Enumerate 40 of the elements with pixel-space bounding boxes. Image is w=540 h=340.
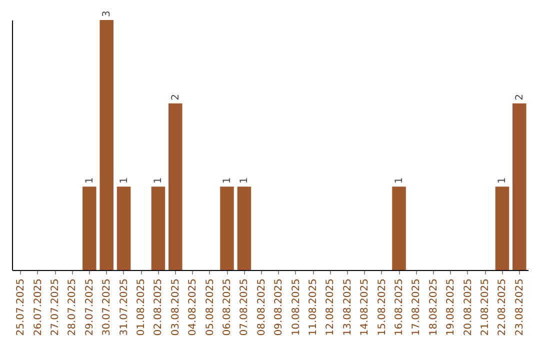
x-tick-label: 01.08.2025 [136,278,147,336]
data-label: 2 [170,94,182,100]
x-tick-label: 04.08.2025 [188,278,199,336]
x-tick-label: 19.08.2025 [446,278,457,336]
data-label: 3 [102,10,113,17]
x-tick-label: 25.07.2025 [16,278,27,336]
data-label: 1 [222,177,233,184]
x-tick-label: 07.08.2025 [239,278,250,336]
x-tick-label: 06.08.2025 [222,278,233,336]
x-tick-label: 13.08.2025 [342,278,354,336]
data-label: 1 [153,177,164,184]
x-tick-label: 17.08.2025 [411,278,422,336]
x-tick-label: 31.07.2025 [118,278,130,336]
x-tick-label: 27.07.2025 [50,278,61,336]
x-tick-label: 14.08.2025 [360,278,371,336]
data-label: 1 [239,177,250,184]
x-tick-label: 28.07.2025 [67,278,78,336]
x-tick-label: 12.08.2025 [325,278,336,336]
x-tick-label: 20.08.2025 [462,278,474,336]
x-tick-label: 02.08.2025 [153,278,164,336]
x-tick-label: 26.07.2025 [32,278,44,336]
data-label: 1 [394,177,405,184]
data-label: 2 [514,94,526,100]
x-tick-label: 05.08.2025 [204,278,216,336]
x-tick-label: 29.07.2025 [84,278,96,336]
x-tick-label: 15.08.2025 [376,278,388,336]
x-tick-label: 23.08.2025 [514,278,526,336]
x-tick-label: 16.08.2025 [394,278,405,336]
x-tick-label: 10.08.2025 [290,278,302,336]
x-tick-label: 03.08.2025 [170,278,182,336]
x-tick-label: 09.08.2025 [274,278,285,336]
x-tick-label: 18.08.2025 [428,278,440,336]
data-label: 1 [84,177,96,184]
data-label: 1 [118,177,130,184]
data-label: 1 [497,177,508,184]
x-tick-label: 30.07.2025 [102,278,113,336]
x-tick-label: 22.08.2025 [497,278,508,336]
x-tick-label: 08.08.2025 [256,278,268,336]
x-tick-label: 21.08.2025 [480,278,491,336]
x-tick-label: 11.08.2025 [308,278,319,336]
